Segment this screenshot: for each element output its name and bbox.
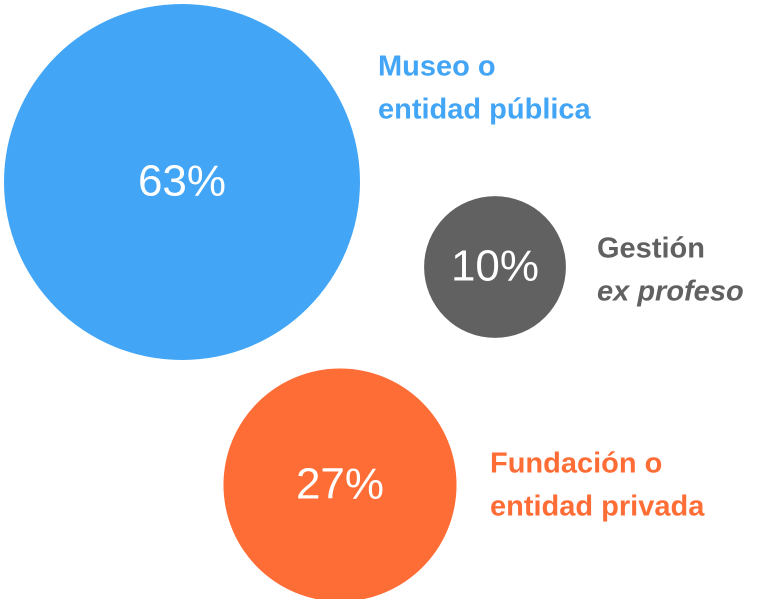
category-label: Gestión <box>597 233 705 265</box>
value-label: 10% <box>451 242 539 291</box>
bubble <box>4 4 360 360</box>
category-label: entidad pública <box>378 94 592 126</box>
category-label: Fundación o <box>490 448 662 480</box>
category-label: Museo o <box>378 51 496 83</box>
bubble <box>424 196 566 338</box>
value-label: 63% <box>138 157 226 206</box>
bubble <box>223 368 457 599</box>
category-label: entidad privada <box>490 491 705 523</box>
category-label: ex profeso <box>597 276 744 308</box>
value-label: 27% <box>296 460 384 509</box>
